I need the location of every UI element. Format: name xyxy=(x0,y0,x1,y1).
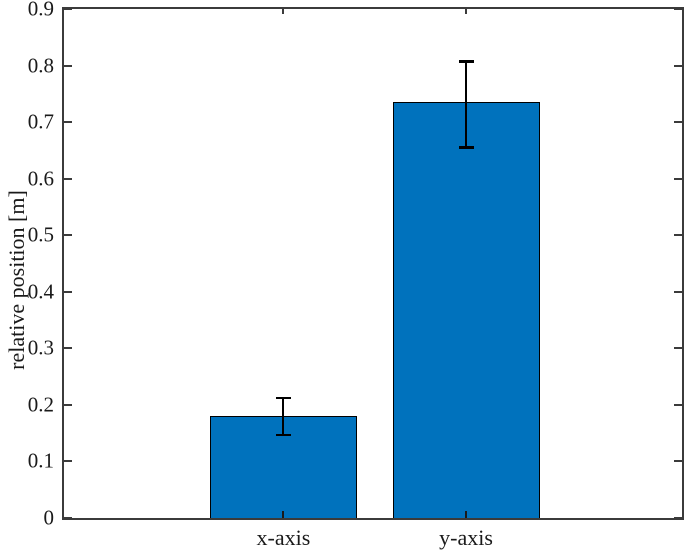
plot-area xyxy=(62,7,684,520)
x-tick-label-x-axis: x-axis xyxy=(256,525,311,550)
y-tick-mark-left xyxy=(64,347,72,350)
y-tick-mark-left xyxy=(64,177,72,180)
y-tick-mark-right xyxy=(674,347,682,350)
error-bar-cap-bottom xyxy=(458,146,474,149)
x-tick-mark-bottom xyxy=(282,511,285,518)
y-tick-label: 0.8 xyxy=(27,53,54,78)
error-bar-cap-top xyxy=(275,396,291,400)
y-tick-mark-right xyxy=(674,177,682,180)
y-tick-mark-left xyxy=(64,403,72,406)
y-tick-label: 0.3 xyxy=(27,335,54,360)
y-tick-mark-right xyxy=(674,64,682,67)
y-tick-mark-left xyxy=(64,121,72,124)
y-tick-mark-left xyxy=(64,290,72,293)
y-tick-mark-right xyxy=(674,403,682,406)
y-tick-label: 0.9 xyxy=(27,0,54,21)
y-tick-mark-left xyxy=(64,517,72,519)
bar-y-axis xyxy=(392,102,540,518)
x-tick-label-y-axis: y-axis xyxy=(439,525,493,550)
y-tick-mark-right xyxy=(674,517,682,519)
y-tick-label: 0.7 xyxy=(27,109,54,134)
x-tick-mark-top xyxy=(282,9,285,14)
y-tick-mark-right xyxy=(674,121,682,124)
y-tick-label: 0.4 xyxy=(27,279,54,304)
x-tick-mark-top xyxy=(465,9,467,14)
y-tick-label: 0.6 xyxy=(27,166,54,191)
y-tick-mark-left xyxy=(64,234,72,237)
y-tick-mark-left xyxy=(64,8,72,10)
error-bar-cap-top xyxy=(458,60,474,63)
y-tick-label: 0.1 xyxy=(27,448,54,473)
y-tick-mark-right xyxy=(674,460,682,463)
y-tick-mark-right xyxy=(674,234,682,237)
y-tick-mark-left xyxy=(64,64,72,67)
y-tick-mark-right xyxy=(674,8,682,10)
error-bar-stem xyxy=(465,61,467,148)
y-tick-label: 0 xyxy=(43,505,55,530)
y-tick-label: 0.2 xyxy=(27,392,54,417)
y-tick-label: 0.5 xyxy=(27,222,54,247)
y-tick-mark-right xyxy=(674,290,682,293)
error-bar-stem xyxy=(282,397,285,436)
y-tick-mark-left xyxy=(64,460,72,463)
x-tick-mark-bottom xyxy=(465,511,467,518)
error-bar-cap-bottom xyxy=(275,433,291,437)
